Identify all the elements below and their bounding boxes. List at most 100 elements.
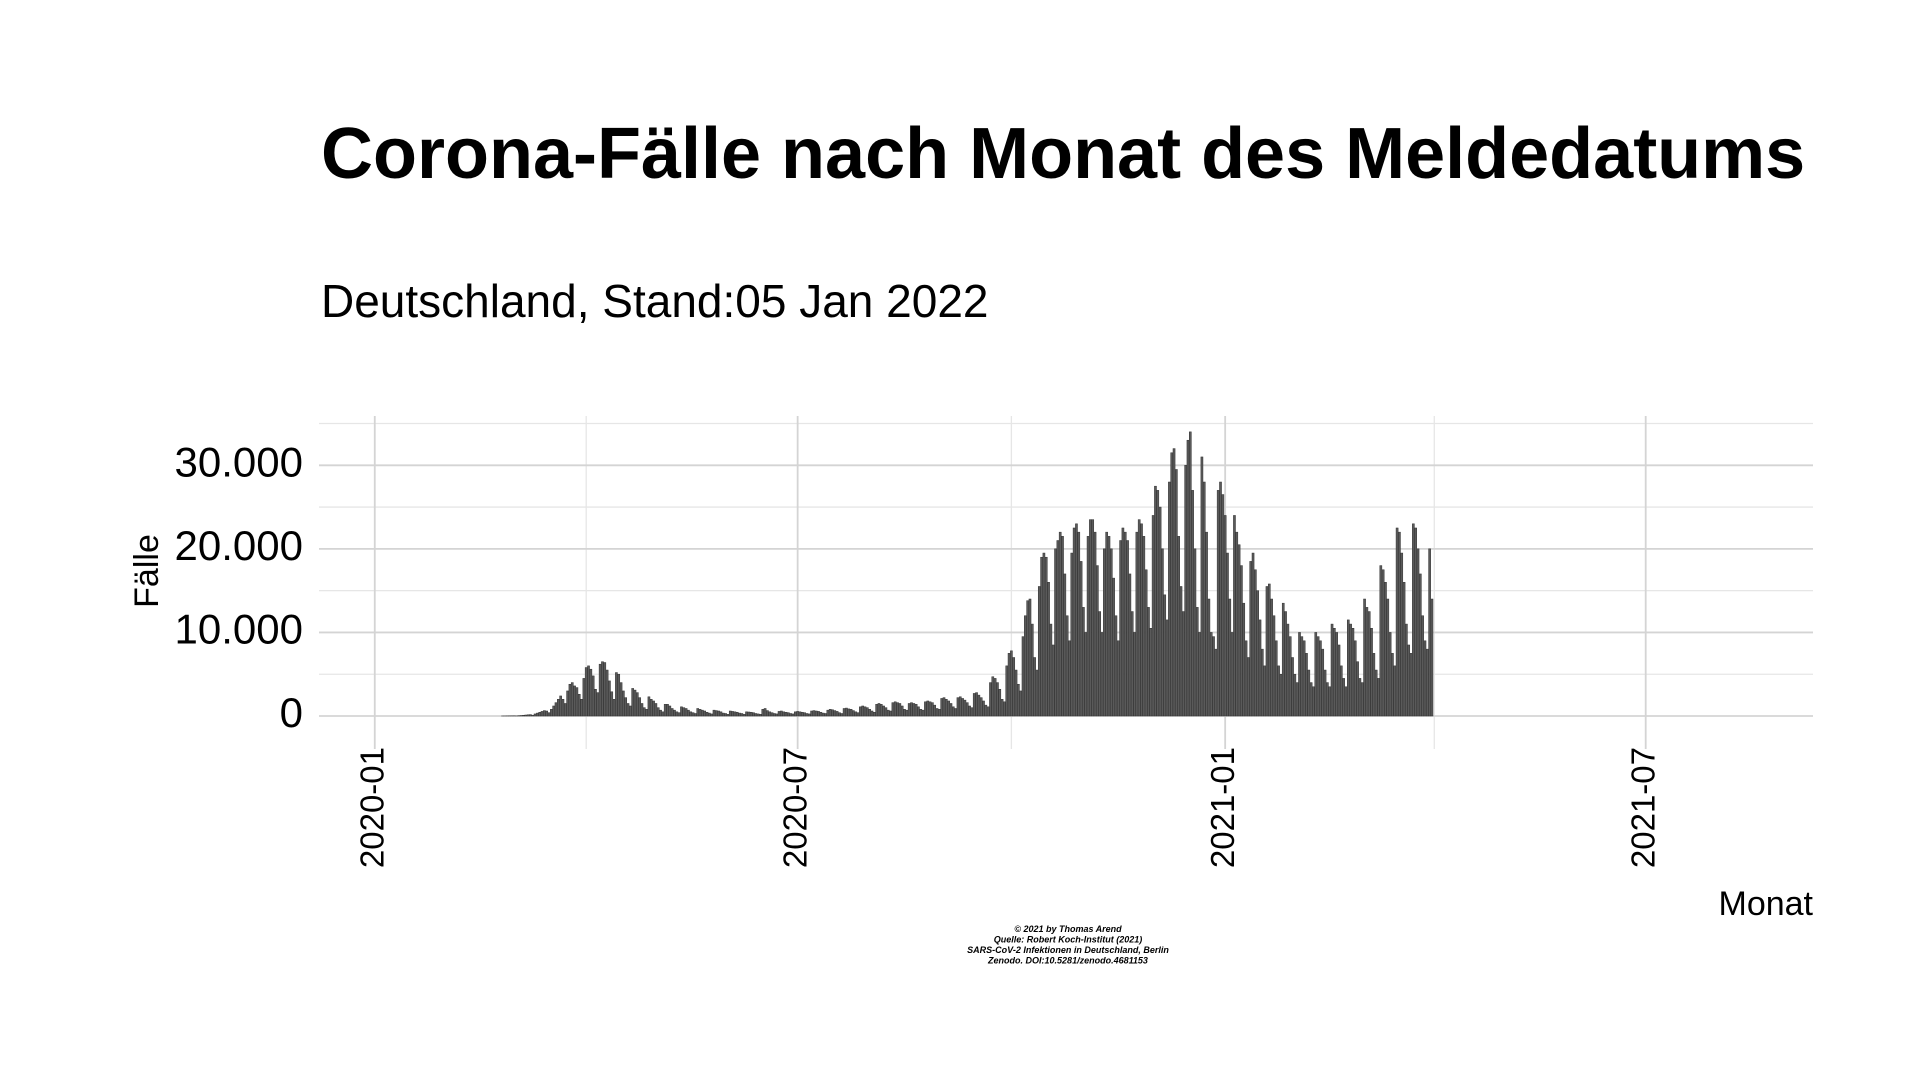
y-tick-label: 30.000 <box>175 438 303 485</box>
bar <box>675 711 679 717</box>
bar <box>691 712 695 717</box>
bar <box>566 690 569 717</box>
bar <box>1251 552 1255 717</box>
bar <box>1000 699 1004 717</box>
bar <box>1388 632 1392 717</box>
bar <box>1265 586 1269 717</box>
bar <box>1272 615 1276 717</box>
bar <box>1330 623 1334 717</box>
bar <box>993 678 997 717</box>
bar <box>745 711 748 717</box>
bar <box>1349 623 1352 717</box>
bar <box>942 697 946 717</box>
bar <box>608 680 611 717</box>
bar <box>975 692 978 717</box>
bar <box>861 705 864 717</box>
x-tick-label: 2020-07 <box>776 747 813 868</box>
bar <box>752 712 755 717</box>
bar <box>522 714 525 717</box>
bar <box>1044 556 1048 717</box>
bar <box>1384 582 1387 717</box>
bar <box>550 709 553 717</box>
bar <box>1423 640 1427 717</box>
bar <box>875 704 878 717</box>
bar <box>1405 623 1408 717</box>
bar <box>968 705 971 717</box>
bar <box>740 713 744 717</box>
bar <box>1298 632 1301 717</box>
bar <box>617 673 621 717</box>
bar <box>1096 565 1099 717</box>
bar <box>1219 481 1222 717</box>
bar <box>1133 632 1136 717</box>
bar <box>615 672 618 717</box>
bar <box>1353 640 1357 717</box>
bar <box>573 685 576 717</box>
bar <box>1019 690 1022 717</box>
bar <box>949 703 953 717</box>
y-axis-label: Fälle <box>128 534 166 608</box>
bar <box>796 711 799 717</box>
bar <box>1370 628 1373 717</box>
bar <box>626 703 630 717</box>
bar <box>570 682 574 717</box>
bar <box>794 711 797 717</box>
bar <box>1268 583 1271 717</box>
bar <box>670 708 674 717</box>
x-tick-label: 2021-01 <box>1204 747 1241 868</box>
bar <box>1312 686 1315 717</box>
bar <box>547 712 551 717</box>
bar <box>766 710 769 717</box>
bar <box>654 703 658 717</box>
bar <box>1033 657 1036 717</box>
bar <box>749 711 753 717</box>
bar <box>1179 586 1183 717</box>
bar <box>833 710 837 717</box>
bar <box>1154 485 1157 717</box>
chart-subtitle: Deutschland, Stand:05 Jan 2022 <box>321 275 989 327</box>
bar <box>1163 594 1167 717</box>
y-tick-label: 0 <box>280 689 303 736</box>
bar <box>1400 552 1404 717</box>
bar <box>1149 628 1153 717</box>
bar <box>633 689 637 717</box>
bar <box>1372 653 1376 717</box>
bar <box>735 711 739 717</box>
bar <box>926 700 930 717</box>
bar <box>1240 565 1243 717</box>
caption: © 2021 by Thomas Arend <box>1014 924 1122 934</box>
bar <box>698 709 702 717</box>
bar <box>1407 644 1411 717</box>
caption: Zenodo. DOI:10.5281/zenodo.4681153 <box>987 956 1148 966</box>
bar <box>787 712 790 717</box>
bar <box>1381 569 1385 717</box>
bar <box>910 702 913 717</box>
bar <box>1054 548 1057 717</box>
bar <box>773 713 776 717</box>
bar <box>582 678 586 717</box>
bar <box>1256 590 1259 717</box>
bar <box>928 701 932 717</box>
bar <box>1363 598 1366 717</box>
bar <box>1200 456 1204 717</box>
bar <box>956 697 960 717</box>
bar <box>1012 657 1016 717</box>
bar <box>612 699 616 717</box>
bar <box>1300 636 1304 717</box>
bar <box>1126 540 1129 717</box>
bar <box>543 710 546 717</box>
bar <box>661 711 665 717</box>
bar <box>965 702 969 717</box>
bar <box>1212 636 1215 717</box>
bar <box>554 702 558 717</box>
bar <box>893 701 897 717</box>
bar <box>835 711 839 717</box>
bar <box>1082 607 1085 717</box>
bar <box>952 706 955 717</box>
bar <box>1216 490 1220 717</box>
bar <box>649 699 653 717</box>
bar <box>1110 548 1113 717</box>
bar <box>682 707 686 717</box>
bar <box>984 704 988 717</box>
bar <box>1172 448 1176 717</box>
